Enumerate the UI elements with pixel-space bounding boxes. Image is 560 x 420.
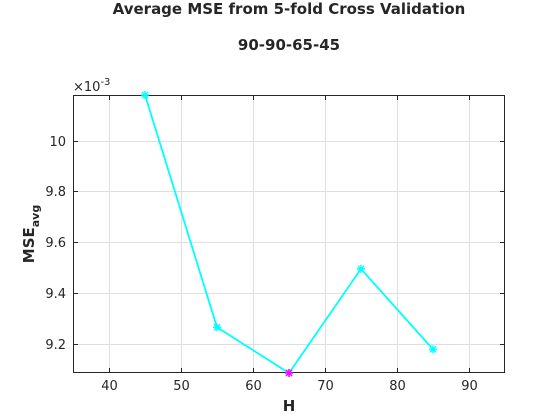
marker-stroke-d2 [429,345,437,353]
marker-stroke-d2 [357,265,365,273]
axes-background [73,95,505,373]
y-tick-label: 9.4 [45,287,66,302]
chart-subtitle: 90-90-65-45 [237,36,341,54]
x-tick-label: 40 [101,379,118,394]
tick-marks [73,95,505,373]
y-axis-label: MSEavg [20,205,42,263]
x-axis-label: H [283,397,296,415]
chart-title: Average MSE from 5-fold Cross Validation [112,0,466,18]
x-tick-label: 50 [173,379,190,394]
y-tick-label: 9.6 [45,236,66,251]
y-tick-label: 9.2 [45,338,66,353]
x-tick-label: 60 [245,379,262,394]
grid [73,95,505,373]
data-point-marker [429,345,437,354]
x-tick-label: 70 [317,379,334,394]
data-point-marker [141,91,149,99]
data-point-marker [213,323,221,332]
x-tick-label: 80 [389,379,406,394]
x-tick-label: 90 [461,379,478,394]
y-tick-label: 9.8 [45,185,66,200]
data-layer [141,91,437,377]
axis-exponent-label: ×10-3 [73,77,110,95]
highlight-point-marker [285,369,293,377]
marker-stroke-d2 [285,369,293,377]
data-point-marker [357,264,365,273]
marker-stroke-d2 [141,91,149,99]
y-tick-label: 10 [49,135,66,150]
marker-stroke-d2 [213,323,221,331]
